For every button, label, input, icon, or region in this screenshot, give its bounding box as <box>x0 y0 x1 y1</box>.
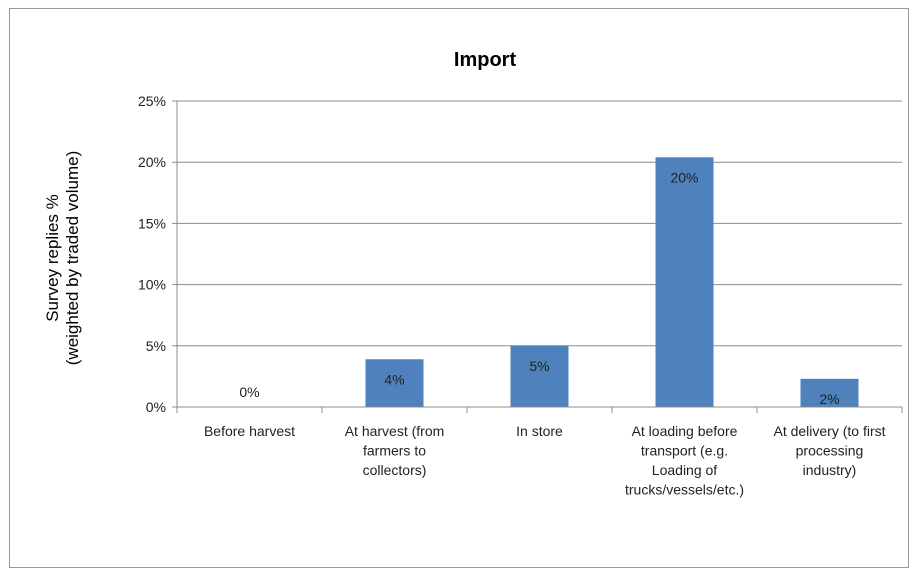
bar <box>655 157 714 407</box>
bars <box>365 157 859 407</box>
y-axis-label: Survey replies % (weighted by traded volu… <box>43 151 82 366</box>
y-tick-label: 15% <box>138 215 166 231</box>
category-label: In store <box>516 423 563 439</box>
category-labels: Before harvest At harvest (from farmers to… <box>204 423 886 498</box>
y-tick-label: 0% <box>146 399 166 415</box>
y-tick-label: 20% <box>138 154 166 170</box>
category-label-line: At harvest (from <box>345 423 445 439</box>
category-label-line: transport (e.g. <box>641 443 728 459</box>
data-label: 0% <box>239 384 259 400</box>
bar-chart: Import Survey replies % (weighted by trad… <box>43 49 903 498</box>
category-label-line: Loading of <box>652 462 718 478</box>
y-tick-labels: 0% 5% 10% 15% 20% 25% <box>138 93 166 415</box>
data-label: 4% <box>384 371 404 387</box>
y-axis-label-line: (weighted by traded volume) <box>63 151 82 366</box>
bar <box>510 345 569 407</box>
category-label-line: Before harvest <box>204 423 295 439</box>
gridlines <box>172 100 902 408</box>
category-label: Before harvest <box>204 423 295 439</box>
category-label-line: At loading before <box>632 423 738 439</box>
data-label: 20% <box>670 169 698 185</box>
chart-title: Import <box>454 49 517 71</box>
y-tick-label: 25% <box>138 93 166 109</box>
category-label-line: industry) <box>803 462 857 478</box>
bar <box>800 378 859 407</box>
y-tick-label: 5% <box>146 338 166 354</box>
category-label-line: processing <box>796 443 864 459</box>
y-axis-label-line: Survey replies % <box>43 194 62 322</box>
category-label: At delivery (to first processing industry) <box>773 423 885 478</box>
bar <box>365 359 424 407</box>
data-label: 2% <box>819 391 839 407</box>
category-label-line: At delivery (to first <box>773 423 885 439</box>
y-tick-label: 10% <box>138 277 166 293</box>
category-label: At loading before transport (e.g. Loading … <box>625 423 744 498</box>
category-label-line: farmers to <box>363 443 426 459</box>
category-label-line: trucks/vessels/etc.) <box>625 482 744 498</box>
category-label-line: In store <box>516 423 563 439</box>
data-label: 5% <box>529 358 549 374</box>
category-label: At harvest (from farmers to collectors) <box>345 423 445 478</box>
category-label-line: collectors) <box>363 462 427 478</box>
data-labels: 0% 4% 5% 20% 2% <box>239 169 839 407</box>
x-axis <box>176 101 903 413</box>
